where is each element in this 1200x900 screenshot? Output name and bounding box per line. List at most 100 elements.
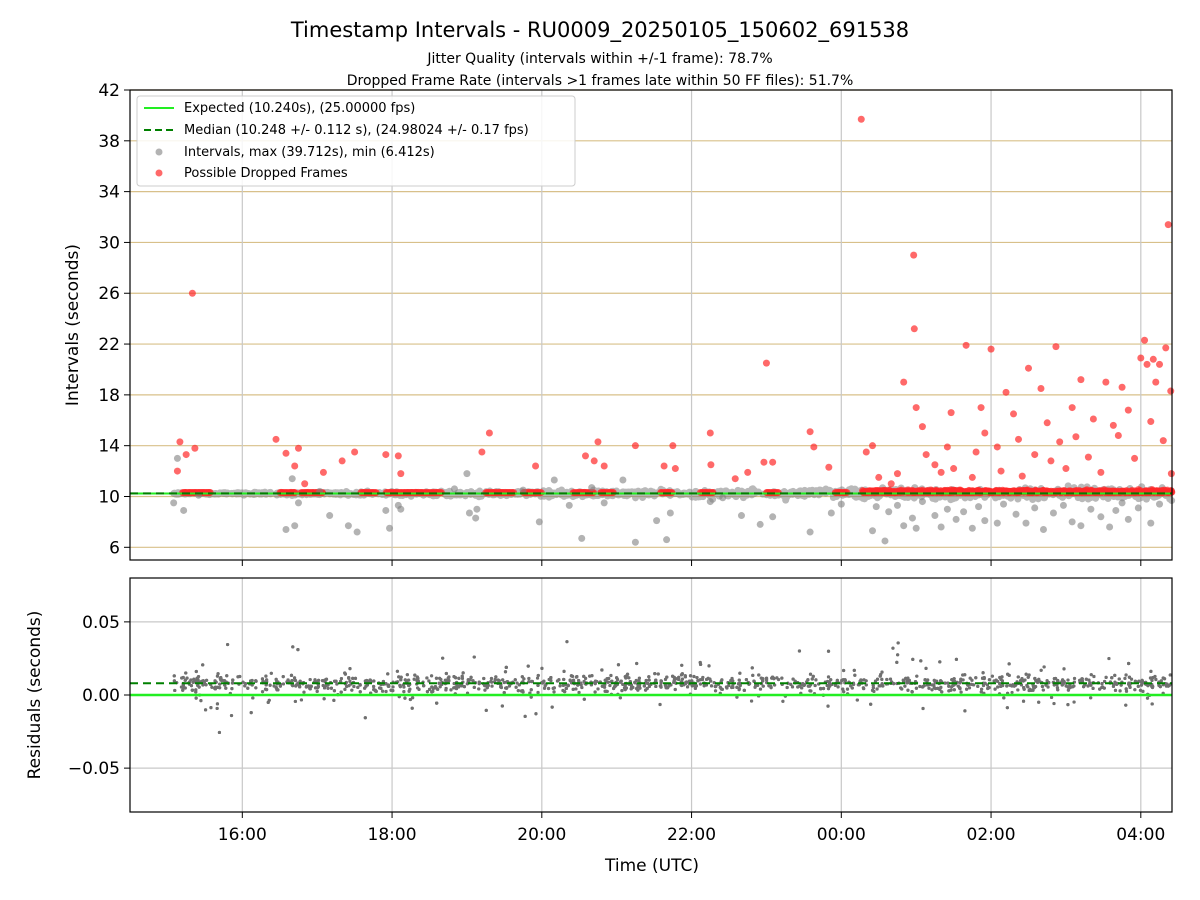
residual-point (225, 674, 229, 678)
interval-point (666, 509, 674, 517)
residual-point (1049, 695, 1054, 700)
residual-point (466, 678, 470, 682)
residual-point (1008, 683, 1012, 687)
residual-point (540, 666, 544, 670)
residual-point (666, 686, 670, 690)
residual-point (875, 687, 879, 691)
dropped-frame-point (987, 345, 995, 353)
residual-point (688, 674, 693, 678)
interval-point (600, 499, 608, 507)
residual-point (542, 686, 547, 690)
interval-point (1041, 494, 1049, 502)
residual-point (1150, 702, 1154, 706)
residual-point (1037, 700, 1041, 704)
residual-point (571, 678, 576, 682)
interval-point (288, 475, 296, 483)
dropped-frame-point (191, 444, 199, 452)
residual-point (707, 664, 711, 668)
dropped-frame-point (351, 448, 359, 456)
residual-point (529, 695, 533, 699)
residual-point (411, 696, 415, 700)
residual-point (412, 677, 416, 681)
residual-point (438, 685, 442, 689)
residual-point (1010, 690, 1014, 695)
interval-point (282, 526, 290, 534)
residual-point (447, 678, 451, 683)
dropped-frame-point (1102, 378, 1110, 386)
residual-point (826, 687, 831, 691)
interval-point (872, 503, 880, 511)
residual-point (737, 686, 741, 691)
residual-point (251, 696, 255, 700)
residual-point (194, 690, 198, 694)
residual-point (864, 679, 868, 683)
interval-point (653, 517, 661, 525)
interval-point (806, 528, 814, 536)
residual-point (951, 683, 955, 688)
residual-point (1136, 684, 1140, 688)
residual-point (791, 677, 795, 681)
residual-point (1086, 684, 1090, 688)
residual-point (519, 689, 524, 693)
residual-point (348, 667, 352, 671)
intervals-ytick-label: 18 (98, 386, 120, 406)
residual-point (378, 686, 382, 690)
residual-point (665, 675, 669, 679)
dropped-frame-point (397, 470, 405, 478)
residual-point (386, 684, 390, 688)
interval-point (881, 537, 889, 545)
dropped-frame-point (993, 443, 1001, 451)
residual-point (189, 678, 193, 682)
interval-point (943, 505, 951, 513)
residual-point (350, 688, 354, 692)
residual-point (281, 682, 286, 686)
residual-point (619, 679, 623, 683)
residual-point (605, 677, 609, 681)
interval-point (578, 534, 586, 542)
residual-point (203, 708, 208, 712)
residual-point (1089, 673, 1093, 677)
residual-point (999, 684, 1003, 688)
residual-point (1103, 679, 1107, 684)
residual-point (767, 684, 771, 688)
interval-point (170, 499, 178, 507)
residual-point (582, 697, 586, 701)
interval-point (739, 488, 747, 496)
residual-point (1140, 679, 1145, 684)
residual-point (698, 682, 703, 686)
residual-point (905, 681, 909, 685)
residual-point (829, 678, 833, 682)
residual-point (199, 699, 203, 703)
residual-point (441, 656, 445, 660)
residual-point (946, 681, 950, 685)
interval-point (631, 538, 639, 546)
residual-point (1119, 683, 1123, 687)
dropped-frame-point (806, 428, 814, 436)
residual-point (642, 684, 646, 688)
residual-point (654, 679, 658, 683)
dropped-frame-point (176, 438, 184, 446)
residual-point (358, 683, 362, 687)
residual-point (673, 687, 677, 692)
residuals-xtick-label: 04:00 (1116, 825, 1165, 845)
residual-point (637, 676, 641, 680)
residual-point (891, 646, 895, 650)
residual-point (536, 690, 540, 695)
residual-point (735, 695, 739, 699)
residual-point (1041, 688, 1045, 692)
interval-point (386, 524, 394, 532)
residual-point (918, 684, 922, 689)
dropped-frame-point (862, 448, 870, 456)
residual-point (225, 642, 230, 647)
residual-point (407, 689, 411, 693)
dropped-frame-point (887, 480, 895, 488)
residual-point (395, 669, 400, 673)
residual-point (1060, 683, 1064, 687)
residual-point (810, 677, 814, 681)
residual-point (516, 689, 520, 693)
interval-point (1106, 523, 1114, 531)
residual-point (914, 686, 919, 690)
residual-point (693, 686, 697, 690)
dropped-frame-point (900, 378, 908, 386)
